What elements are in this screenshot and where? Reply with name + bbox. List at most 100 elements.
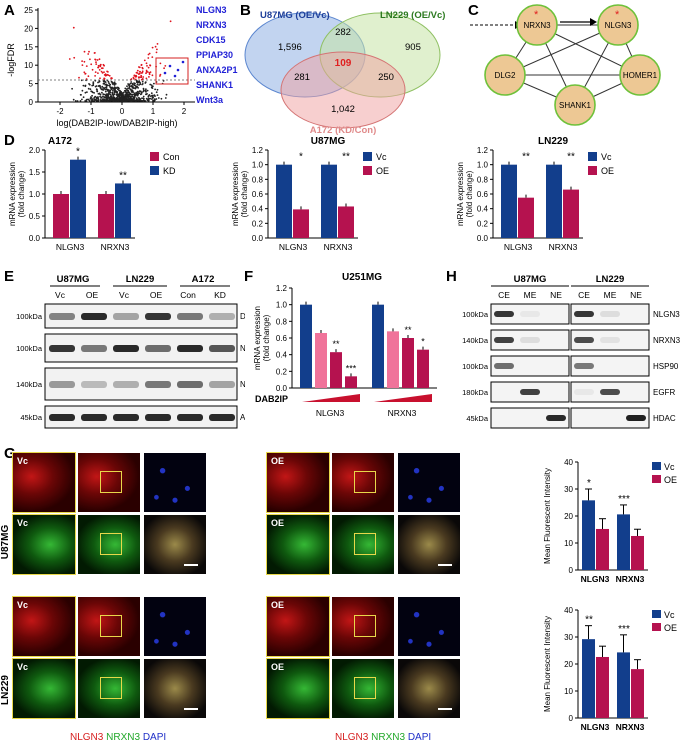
volcano-gene-label: PPIAP30 xyxy=(196,50,233,60)
ytick-label: 10 xyxy=(564,539,573,548)
fraction-label: ME xyxy=(524,290,537,300)
stain-green: NRXN3 xyxy=(106,732,141,743)
ytick-label: 1.0 xyxy=(477,161,489,170)
dose-wedge xyxy=(374,394,432,402)
zoom-box xyxy=(354,677,376,699)
bar xyxy=(546,164,562,238)
rowlabel-u87mg: U87MG xyxy=(0,524,11,560)
stain-legend-left: NLGN3 NRXN3 DAPI xyxy=(70,732,166,743)
ytick-label: 20 xyxy=(564,660,573,669)
micrograph-blue xyxy=(397,596,461,657)
highlight-box xyxy=(155,57,189,85)
legend-swatch xyxy=(588,152,597,161)
g-chart-u87mg: Mean Fluorescent Intensity 0 10 20 30 40 * NLGN… xyxy=(543,458,677,584)
significance-star: * xyxy=(421,337,425,347)
panel-f-chart: U251MG mRNA expression (fold change) 0.0 0.2… xyxy=(253,272,437,418)
significance-star: ** xyxy=(342,152,350,163)
mw-marker: 100kDa xyxy=(16,344,43,353)
volcano-plot: -logFDR 0 5 10 15 20 25 -2 -1 0 1 2 log(DAB2IP-lo… xyxy=(6,5,238,128)
stain-blue: DAPI xyxy=(142,732,167,743)
bar xyxy=(596,528,609,570)
blot-protein-label: NLGN3 xyxy=(240,344,245,353)
blot-protein-label: ACTIN xyxy=(240,413,245,422)
ytick-label: 1.0 xyxy=(29,190,41,199)
bar xyxy=(300,304,312,388)
significance-star: ** xyxy=(567,152,575,163)
bar xyxy=(70,159,86,238)
fraction-label: NE xyxy=(550,290,562,300)
ytick-label: 1.2 xyxy=(477,146,489,155)
panel-label-h: H xyxy=(446,268,457,285)
blot-strip xyxy=(490,303,570,325)
ytick-label: 1.2 xyxy=(276,284,288,293)
mw-marker: 100kDa xyxy=(16,312,43,321)
micrograph-green: Vc xyxy=(12,514,76,575)
condition-tag: OE xyxy=(271,518,285,528)
ytick-label: 0 xyxy=(569,566,574,575)
legend-swatch xyxy=(363,166,372,175)
legend-swatch xyxy=(363,152,372,161)
venn-all: 109 xyxy=(335,58,352,69)
legend-swatch xyxy=(652,462,661,470)
venn-set-ln229: LN229 (OE/Vc) xyxy=(380,10,445,21)
significance-star: ** xyxy=(585,615,593,626)
fraction-label: NE xyxy=(630,290,642,300)
bar xyxy=(53,194,69,238)
ytick-label: 0.8 xyxy=(252,175,264,184)
volcano-xtick: -1 xyxy=(87,107,95,116)
micrograph-red xyxy=(331,452,395,513)
ytick-label: 0.6 xyxy=(477,190,489,199)
ytick-label: 1.2 xyxy=(252,146,264,155)
ytick-label: 40 xyxy=(564,606,573,615)
bar xyxy=(330,352,342,388)
lane-label: OE xyxy=(150,290,163,300)
mw-marker: 140kDa xyxy=(16,380,43,389)
blot-protein-label: NRXN3 xyxy=(653,336,681,345)
node-dlg2: DLG2 xyxy=(495,71,516,80)
ytick-label: 0 xyxy=(569,714,574,723)
bar xyxy=(402,338,414,388)
bar xyxy=(617,652,630,718)
stain-blue: DAPI xyxy=(407,732,432,743)
volcano-ytick: 25 xyxy=(24,6,33,15)
bar xyxy=(631,669,644,718)
volcano-ytick: 0 xyxy=(29,98,34,107)
blot-strip xyxy=(490,407,570,429)
category-label: NLGN3 xyxy=(504,242,533,252)
micrograph-merge xyxy=(143,658,207,719)
condition-tag: OE xyxy=(271,456,285,466)
venn-set-a172: A172 (KD/Con) xyxy=(310,125,377,135)
ytick-label: 1.0 xyxy=(252,161,264,170)
micrograph-merge xyxy=(143,514,207,575)
blot-protein-label: HSP90 xyxy=(653,362,679,371)
blot-strip xyxy=(570,303,650,325)
ytick-label: 20 xyxy=(564,512,573,521)
legend-label: Vc xyxy=(601,152,612,162)
bar xyxy=(315,333,327,388)
bar xyxy=(338,206,354,238)
ylabel-line2: (fold change) xyxy=(465,170,474,217)
ylabel-line1: mRNA expression xyxy=(456,162,465,226)
legend-label: OE xyxy=(376,166,389,176)
bar xyxy=(417,349,429,388)
ytick-label: 0.6 xyxy=(252,190,264,199)
mw-marker: 140kDa xyxy=(462,336,489,345)
fraction-blot-h: U87MG LN229 CE ME NE CE ME NE 100kDa NLGN3 140kDa N… xyxy=(462,274,681,429)
ylabel-line2: (fold change) xyxy=(240,170,249,217)
significance-star: * xyxy=(299,152,303,163)
star-nrxn3: * xyxy=(534,9,539,21)
bar xyxy=(596,656,609,718)
scale-bar xyxy=(184,708,198,710)
venn-diagram: U87MG (OE/Vc) LN229 (OE/Vc) A172 (KD/Con… xyxy=(244,10,445,135)
legend-label: OE xyxy=(601,166,614,176)
blot-strip xyxy=(490,355,570,377)
bar xyxy=(115,183,131,238)
micrograph-green xyxy=(77,514,141,575)
dose-wedge xyxy=(302,394,360,402)
bar xyxy=(518,197,534,238)
panel-label-c: C xyxy=(468,2,479,19)
blot-cell-label: U87MG xyxy=(57,274,90,285)
ytick-label: 0.2 xyxy=(477,219,489,228)
ytick-label: 0.0 xyxy=(276,384,288,393)
bar xyxy=(372,304,384,388)
